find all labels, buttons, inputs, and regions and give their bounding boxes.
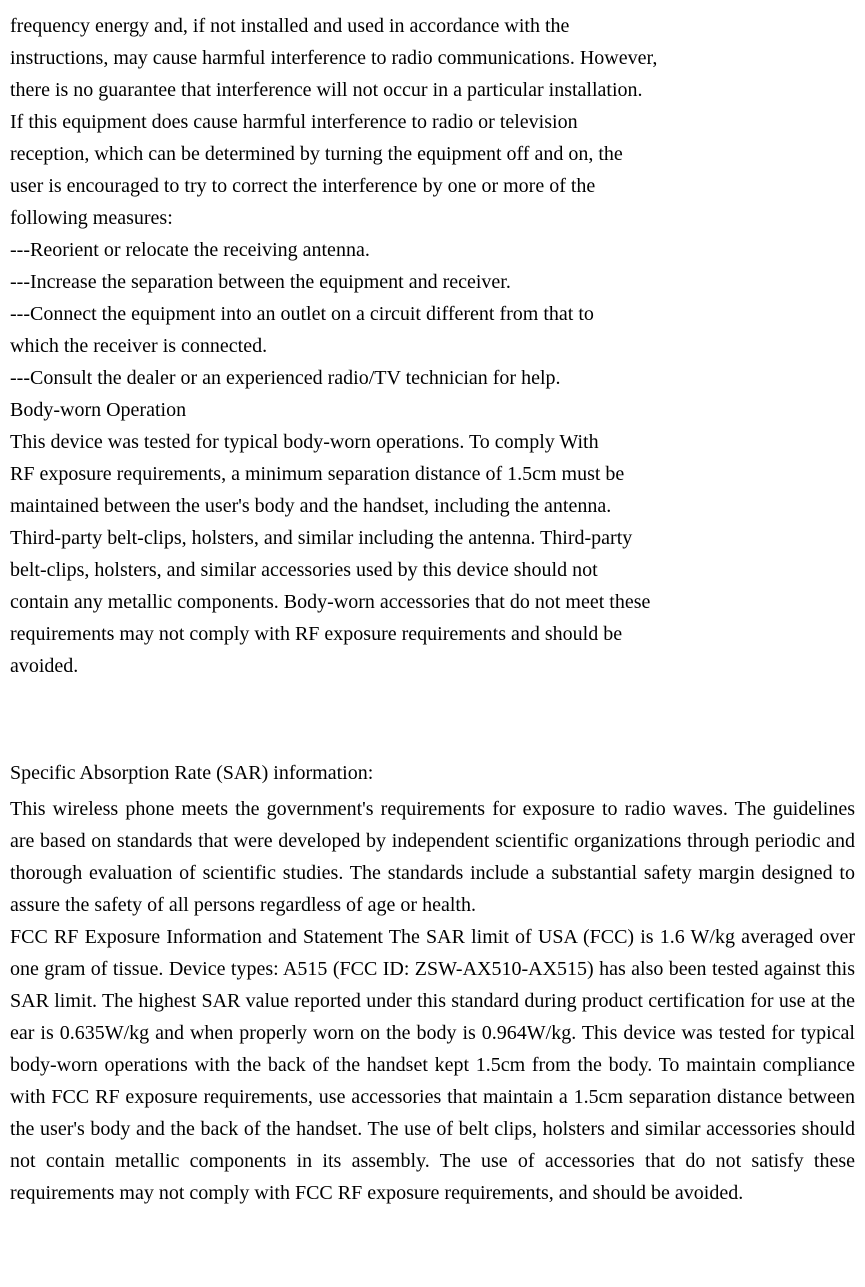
text-line: there is no guarantee that interference … (10, 74, 855, 106)
text-line: Third-party belt-clips, holsters, and si… (10, 522, 855, 554)
text-line: ---Reorient or relocate the receiving an… (10, 234, 855, 266)
text-line: which the receiver is connected. (10, 330, 855, 362)
section-gap (10, 682, 855, 757)
section-sar: Specific Absorption Rate (SAR) informati… (10, 757, 855, 1209)
document-content: frequency energy and, if not installed a… (10, 10, 855, 1209)
text-line: contain any metallic components. Body-wo… (10, 586, 855, 618)
text-line: ---Connect the equipment into an outlet … (10, 298, 855, 330)
text-line: maintained between the user's body and t… (10, 490, 855, 522)
text-line: avoided. (10, 650, 855, 682)
text-line: ---Increase the separation between the e… (10, 266, 855, 298)
text-line: If this equipment does cause harmful int… (10, 106, 855, 138)
section-interference: frequency energy and, if not installed a… (10, 10, 855, 682)
text-line: RF exposure requirements, a minimum sepa… (10, 458, 855, 490)
text-line: belt-clips, holsters, and similar access… (10, 554, 855, 586)
text-line: frequency energy and, if not installed a… (10, 10, 855, 42)
sar-paragraph-2: FCC RF Exposure Information and Statemen… (10, 921, 855, 1209)
text-line: user is encouraged to try to correct the… (10, 170, 855, 202)
text-line: requirements may not comply with RF expo… (10, 618, 855, 650)
text-line: This device was tested for typical body-… (10, 426, 855, 458)
sar-paragraph-1: This wireless phone meets the government… (10, 793, 855, 921)
sar-heading: Specific Absorption Rate (SAR) informati… (10, 757, 855, 789)
text-line: instructions, may cause harmful interfer… (10, 42, 855, 74)
text-line: reception, which can be determined by tu… (10, 138, 855, 170)
text-line: Body-worn Operation (10, 394, 855, 426)
text-line: following measures: (10, 202, 855, 234)
text-line: ---Consult the dealer or an experienced … (10, 362, 855, 394)
